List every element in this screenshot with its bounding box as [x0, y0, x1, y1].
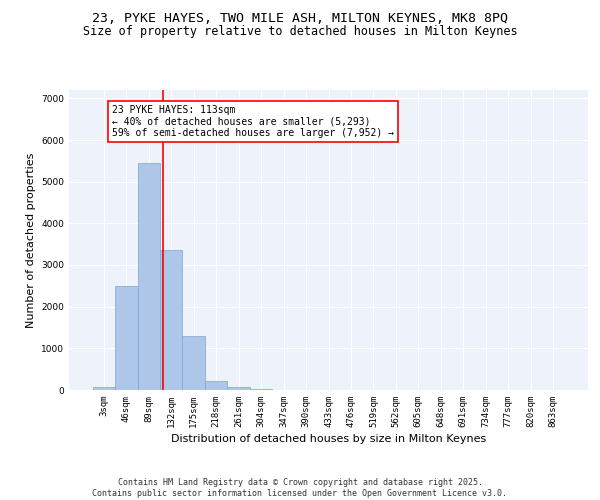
Text: Contains HM Land Registry data © Crown copyright and database right 2025.
Contai: Contains HM Land Registry data © Crown c…	[92, 478, 508, 498]
Bar	[227, 386, 250, 390]
Y-axis label: Number of detached properties: Number of detached properties	[26, 152, 35, 328]
Text: 23 PYKE HAYES: 113sqm
← 40% of detached houses are smaller (5,293)
59% of semi-d: 23 PYKE HAYES: 113sqm ← 40% of detached …	[112, 104, 394, 138]
Text: 23, PYKE HAYES, TWO MILE ASH, MILTON KEYNES, MK8 8PQ: 23, PYKE HAYES, TWO MILE ASH, MILTON KEY…	[92, 12, 508, 26]
Bar	[137, 163, 160, 390]
Bar	[115, 286, 137, 390]
Bar	[92, 387, 115, 390]
Bar	[182, 336, 205, 390]
Text: Size of property relative to detached houses in Milton Keynes: Size of property relative to detached ho…	[83, 25, 517, 38]
Bar	[205, 381, 227, 390]
Bar	[250, 389, 272, 390]
Bar	[160, 250, 182, 390]
X-axis label: Distribution of detached houses by size in Milton Keynes: Distribution of detached houses by size …	[171, 434, 486, 444]
